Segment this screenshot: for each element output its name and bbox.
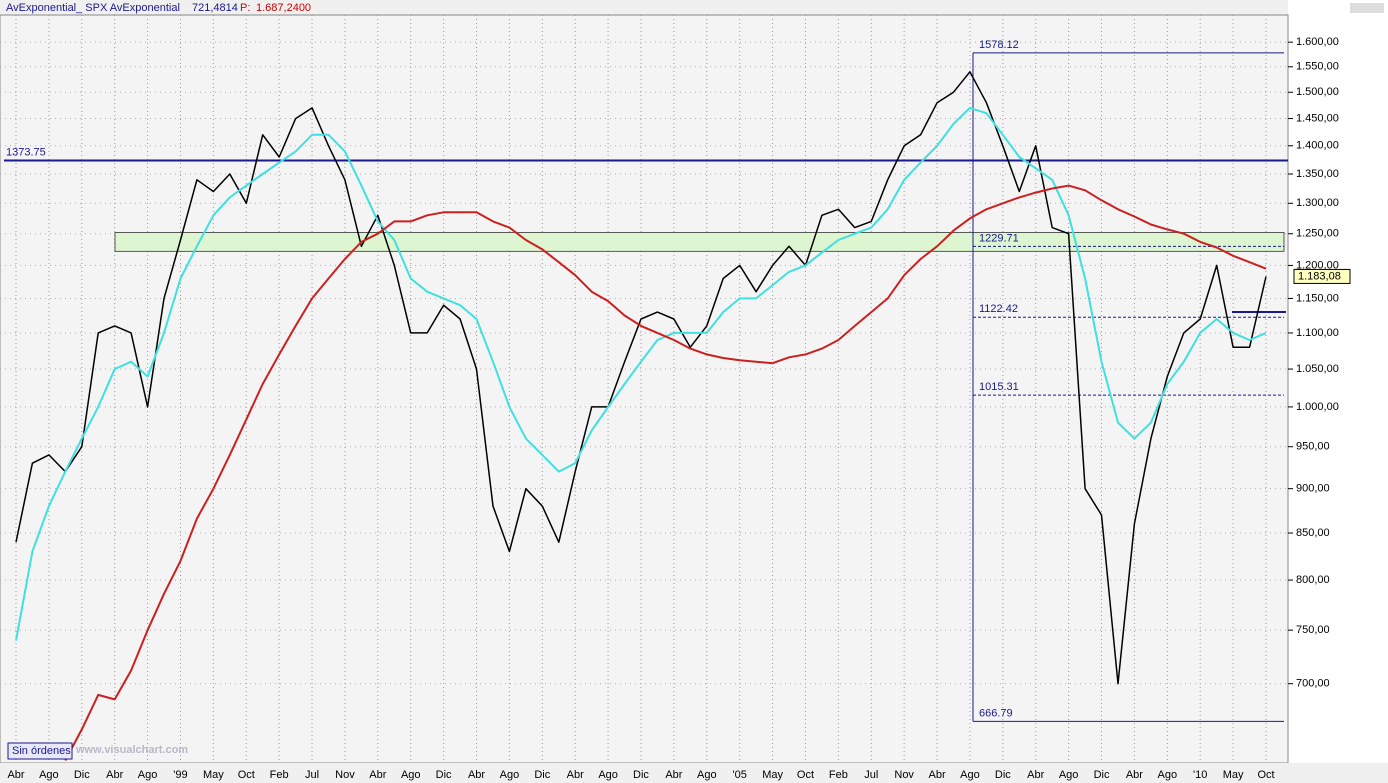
fib-label: 666.79 bbox=[979, 707, 1013, 719]
header-bar bbox=[0, 0, 1288, 15]
x-tick-label: Dic bbox=[74, 769, 90, 781]
x-tick-label: May bbox=[1223, 769, 1244, 781]
x-tick-label: Ago bbox=[500, 769, 520, 781]
x-tick-label: Ago bbox=[39, 769, 59, 781]
x-tick-label: Feb bbox=[270, 769, 289, 781]
y-tick-label: 850,00 bbox=[1296, 527, 1330, 539]
x-tick-label: Abr bbox=[928, 769, 945, 781]
watermark: www.visualchart.com bbox=[75, 744, 188, 756]
x-tick-label: Ago bbox=[697, 769, 717, 781]
x-tick-label: Ago bbox=[1059, 769, 1079, 781]
x-tick-label: Jul bbox=[305, 769, 319, 781]
x-tick-label: Ago bbox=[401, 769, 421, 781]
y-tick-label: 800,00 bbox=[1296, 574, 1330, 586]
x-tick-label: Abr bbox=[1126, 769, 1143, 781]
y-tick-label: 1.350,00 bbox=[1296, 168, 1339, 180]
y-tick-label: 750,00 bbox=[1296, 624, 1330, 636]
x-tick-label: '10 bbox=[1193, 769, 1207, 781]
x-tick-label: Abr bbox=[468, 769, 485, 781]
y-tick-label: 1.300,00 bbox=[1296, 197, 1339, 209]
x-tick-label: Ago bbox=[1158, 769, 1178, 781]
orders-button[interactable] bbox=[7, 742, 73, 760]
x-tick-label: Feb bbox=[829, 769, 848, 781]
x-tick-label: Ago bbox=[960, 769, 980, 781]
y-tick-label: 950,00 bbox=[1296, 441, 1330, 453]
plot-area bbox=[0, 14, 1289, 764]
x-tick-label: Abr bbox=[106, 769, 123, 781]
x-tick-label: Dic bbox=[436, 769, 452, 781]
x-tick-label: '05 bbox=[733, 769, 747, 781]
x-tick-label: Nov bbox=[894, 769, 914, 781]
y-tick-label: 1.100,00 bbox=[1296, 327, 1339, 339]
x-tick-label: May bbox=[762, 769, 783, 781]
x-tick-label: Dic bbox=[534, 769, 550, 781]
x-tick-label: Oct bbox=[1257, 769, 1274, 781]
header-value: 721,4814 bbox=[192, 2, 238, 14]
x-tick-label: Abr bbox=[567, 769, 584, 781]
last-value-box bbox=[1293, 268, 1351, 284]
x-tick-label: Abr bbox=[665, 769, 682, 781]
x-tick-label: Nov bbox=[335, 769, 355, 781]
x-tick-label: Oct bbox=[797, 769, 814, 781]
zone bbox=[114, 232, 1285, 252]
x-tick-label: Dic bbox=[995, 769, 1011, 781]
x-tick-label: Dic bbox=[1094, 769, 1110, 781]
y-tick-label: 700,00 bbox=[1296, 678, 1330, 690]
y-tick-label: 1.500,00 bbox=[1296, 86, 1339, 98]
y-tick-label: 1.000,00 bbox=[1296, 401, 1339, 413]
x-tick-label: Abr bbox=[1027, 769, 1044, 781]
x-tick-label: Abr bbox=[7, 769, 24, 781]
x-tick-label: Dic bbox=[633, 769, 649, 781]
series-line bbox=[15, 106, 1267, 641]
x-tick-label: Abr bbox=[369, 769, 386, 781]
orders-button-label: Sin órdenes bbox=[12, 745, 71, 757]
y-tick-label: 1.400,00 bbox=[1296, 140, 1339, 152]
y-tick-label: 1.550,00 bbox=[1296, 61, 1339, 73]
last-value-label: 1.183,08 bbox=[1298, 270, 1341, 282]
y-tick-label: 1.450,00 bbox=[1296, 112, 1339, 124]
y-tick-label: 1.200,00 bbox=[1296, 259, 1339, 271]
header-study: AvExponential_ SPX AvExponential bbox=[6, 2, 180, 14]
series-line bbox=[64, 184, 1267, 761]
y-tick-label: 1.150,00 bbox=[1296, 292, 1339, 304]
y-tick-label: 1.250,00 bbox=[1296, 228, 1339, 240]
y-tick-label: 1.600,00 bbox=[1296, 36, 1339, 48]
x-tick-label: Jul bbox=[864, 769, 878, 781]
fib-label: 1122.42 bbox=[979, 303, 1018, 315]
x-tick-label: Oct bbox=[238, 769, 255, 781]
header-p-label: P: bbox=[240, 2, 250, 14]
series-line bbox=[15, 71, 1267, 685]
x-tick-label: '99 bbox=[173, 769, 187, 781]
x-axis-bar bbox=[0, 763, 1388, 783]
header-p-value: 1.687,2400 bbox=[256, 2, 311, 14]
y-tick-label: 900,00 bbox=[1296, 483, 1330, 495]
fib-label: 1578.12 bbox=[979, 39, 1019, 51]
fib-label: 1229.71 bbox=[979, 232, 1019, 244]
y-tick-label: 1.050,00 bbox=[1296, 363, 1339, 375]
fib-label: 1015.31 bbox=[979, 381, 1019, 393]
x-tick-label: May bbox=[203, 769, 224, 781]
x-tick-label: Ago bbox=[138, 769, 158, 781]
level-label: 1373.75 bbox=[6, 146, 46, 158]
x-tick-label: Ago bbox=[598, 769, 618, 781]
window-controls[interactable] bbox=[1350, 3, 1384, 13]
